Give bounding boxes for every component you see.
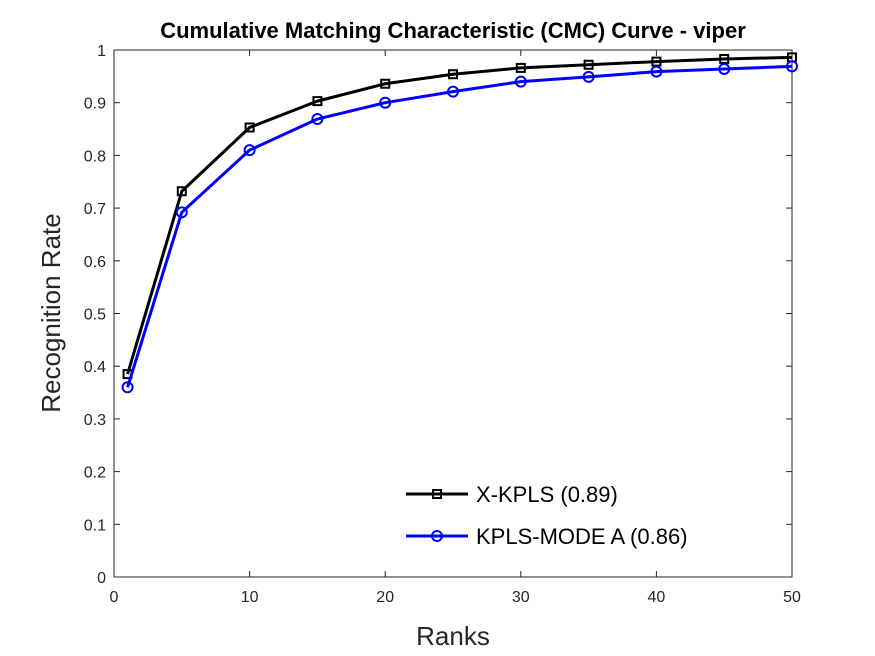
legend-item: X-KPLS (0.89)	[406, 482, 618, 507]
y-tick-label: 0.1	[84, 517, 106, 534]
data-point	[515, 62, 526, 73]
x-axis-label: Ranks	[416, 621, 490, 651]
y-tick-label: 0.5	[84, 307, 106, 324]
legend-label: X-KPLS (0.89)	[476, 482, 618, 507]
x-tick-label: 10	[241, 589, 259, 606]
data-point	[175, 206, 188, 219]
data-point	[121, 381, 134, 394]
data-point	[514, 75, 527, 88]
data-point	[582, 70, 595, 83]
y-axis-label: Recognition Rate	[36, 213, 66, 412]
series-layer	[121, 52, 798, 394]
plot-area	[113, 49, 793, 578]
data-point	[243, 144, 256, 157]
data-point	[379, 96, 392, 109]
data-point	[448, 69, 458, 80]
x-axis: 0 10 20 30 40 50	[110, 50, 801, 606]
y-axis: 0 0.1 0.2 0.3 0.4 0.5 0.6 0.7 0.8 0.9 1	[84, 43, 792, 587]
data-point	[447, 85, 459, 98]
x-tick-label: 40	[648, 589, 666, 606]
chart-title: Cumulative Matching Characteristic (CMC)…	[160, 18, 746, 43]
y-tick-label: 0	[97, 570, 106, 587]
legend: X-KPLS (0.89) KPLS-MODE A (0.86)	[406, 482, 688, 549]
data-point	[244, 122, 255, 133]
series-1	[122, 52, 797, 380]
data-point	[176, 186, 187, 197]
legend-item: KPLS-MODE A (0.86)	[406, 524, 688, 549]
data-point	[380, 78, 391, 89]
data-point	[718, 62, 731, 75]
series-line	[126, 64, 793, 388]
x-tick-label: 30	[512, 589, 530, 606]
series-2	[121, 60, 798, 394]
y-tick-label: 1	[97, 43, 106, 60]
data-point	[312, 96, 323, 107]
y-tick-label: 0.3	[84, 412, 106, 429]
legend-marker	[431, 530, 443, 542]
y-tick-label: 0.2	[84, 465, 106, 482]
data-point	[583, 59, 594, 70]
data-point	[651, 56, 662, 67]
data-point	[311, 113, 324, 126]
data-point	[719, 53, 730, 64]
y-tick-label: 0.4	[84, 359, 106, 376]
x-tick-label: 50	[783, 589, 801, 606]
series-line	[126, 55, 793, 375]
data-point	[650, 65, 663, 78]
y-tick-label: 0.7	[84, 201, 106, 218]
legend-marker	[432, 489, 442, 499]
data-point	[786, 60, 798, 73]
y-tick-label: 0.6	[84, 254, 106, 271]
y-tick-label: 0.9	[84, 96, 106, 113]
legend-label: KPLS-MODE A (0.86)	[476, 524, 688, 549]
x-tick-label: 20	[376, 589, 394, 606]
x-tick-label: 0	[110, 589, 119, 606]
y-tick-label: 0.8	[84, 148, 106, 165]
